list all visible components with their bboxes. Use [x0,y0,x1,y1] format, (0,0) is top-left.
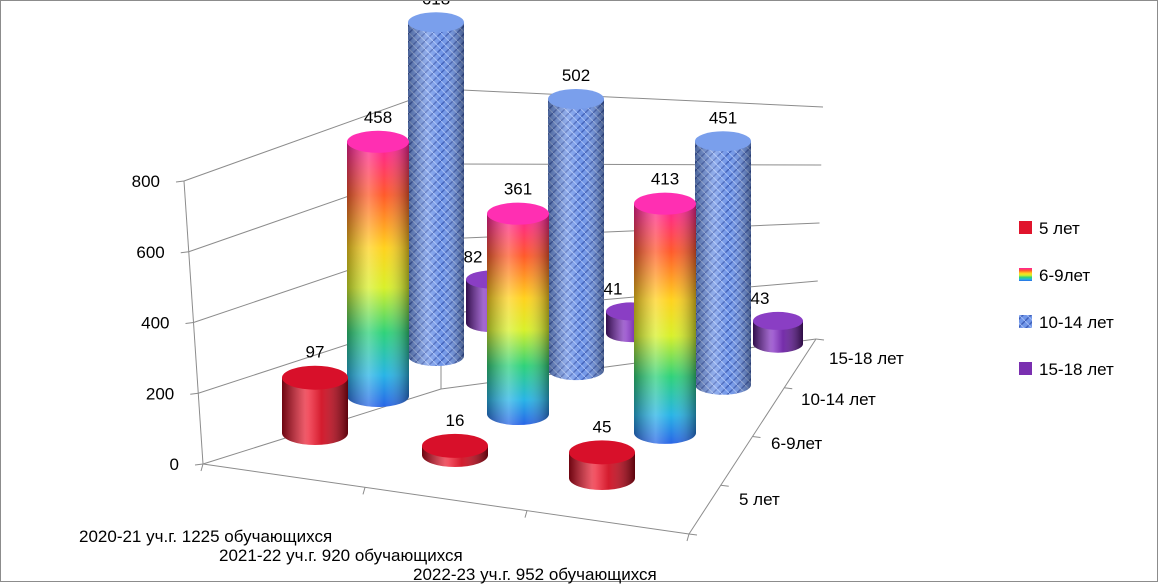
bar-shade [634,203,696,444]
bar-series-6-9-0 [347,130,409,407]
legend-swatch [1019,362,1032,375]
bar-top [347,130,409,153]
data-label: 502 [562,66,590,85]
bar-series-6-9-2 [634,192,696,444]
y-tick-label: 800 [132,172,160,191]
data-label: 82 [464,248,483,267]
legend-swatch [1019,221,1032,234]
bar-shade [347,141,409,407]
bar-series-5-2 [569,440,635,490]
bar-series-15-18-2 [753,311,803,353]
bar-top [634,192,696,215]
bar-series-10-14-2 [695,131,751,395]
depth-axis-labels: 5 лет 6-9лет 10-14 лет 15-18 лет [739,349,904,509]
bar-shade [487,213,549,426]
legend-item: 5 лет [1019,219,1080,238]
bar-series-10-14-0 [408,12,464,367]
data-label: 361 [504,180,532,199]
gridline-back [440,88,824,108]
data-label: 41 [604,279,623,298]
legend-swatch [1019,268,1032,281]
bar-shade [753,320,803,353]
y-tick-mark [175,180,185,183]
x-tick-mark [686,533,690,542]
bar-series-10-14-1 [548,89,604,381]
depth-label: 5 лет [739,490,780,509]
bar-top [487,202,549,225]
y-tick-mark [180,251,189,254]
depth-tick-mark [720,484,729,487]
legend-label: 15-18 лет [1039,360,1114,379]
y-tick-label: 200 [146,384,174,403]
x-category-label: 2022-23 уч.г. 952 обучающихся [413,565,657,584]
x-category-label: 2020-21 уч.г. 1225 обучающихся [79,527,332,546]
y-axis-ticks: 0 200 400 600 800 [132,172,204,474]
bar-top [408,12,464,33]
y-tick-mark [185,322,194,324]
data-label: 97 [306,343,325,362]
depth-tick-mark [688,533,698,536]
depth-label: 10-14 лет [801,390,876,409]
bar-shade [695,141,751,395]
bar-top [548,89,604,109]
bar-top [282,365,348,390]
x-category-label: 2021-22 уч.г. 920 обучающихся [219,546,463,565]
bar-shade [548,99,604,381]
data-label: 451 [709,108,737,127]
chart-bars [282,12,803,490]
bar-top [422,433,488,458]
y-tick-mark [194,463,204,466]
data-label: 45 [593,417,612,436]
depth-tick-mark [784,387,793,390]
data-label: 458 [364,108,392,127]
legend-item: 15-18 лет [1019,360,1114,379]
bar-top [569,440,635,465]
y-tick-label: 0 [170,455,179,474]
legend-label: 10-14 лет [1039,313,1114,332]
legend-label: 6-9лет [1039,266,1090,285]
legend-item: 10-14 лет [1019,313,1114,332]
data-label: 43 [751,289,770,308]
x-tick-mark [200,463,204,472]
bar-top [753,311,803,330]
bar-series-5-0 [282,365,348,445]
depth-tick-mark [752,436,761,438]
x-tick-mark [362,487,366,495]
floor-front-edge [202,463,690,535]
depth-tick-mark [815,338,825,341]
depth-label: 15-18 лет [829,349,904,368]
bar-series-5-1 [422,433,488,467]
bar-shade [408,22,464,367]
data-label: 413 [651,170,679,189]
legend-label: 5 лет [1039,219,1080,238]
y-tick-mark [190,392,199,395]
legend: 5 лет 6-9лет 10-14 лет 15-18 лет [1019,219,1114,379]
bar-top [695,131,751,152]
bar-shade [282,377,348,445]
legend-item: 6-9лет [1019,266,1090,285]
x-tick-mark [524,510,528,518]
gridline-back [440,163,822,166]
data-labels: 82 41 43 618 502 451 458 361 413 97 16 45 [306,1,770,436]
data-label: 618 [422,1,450,8]
legend-swatch [1019,315,1032,328]
y-tick-label: 600 [136,243,164,262]
depth-label: 6-9лет [771,434,822,453]
y-tick-label: 400 [141,314,169,333]
data-label: 16 [446,411,465,430]
gridline-left [183,88,442,182]
bar-series-6-9-1 [487,202,549,426]
